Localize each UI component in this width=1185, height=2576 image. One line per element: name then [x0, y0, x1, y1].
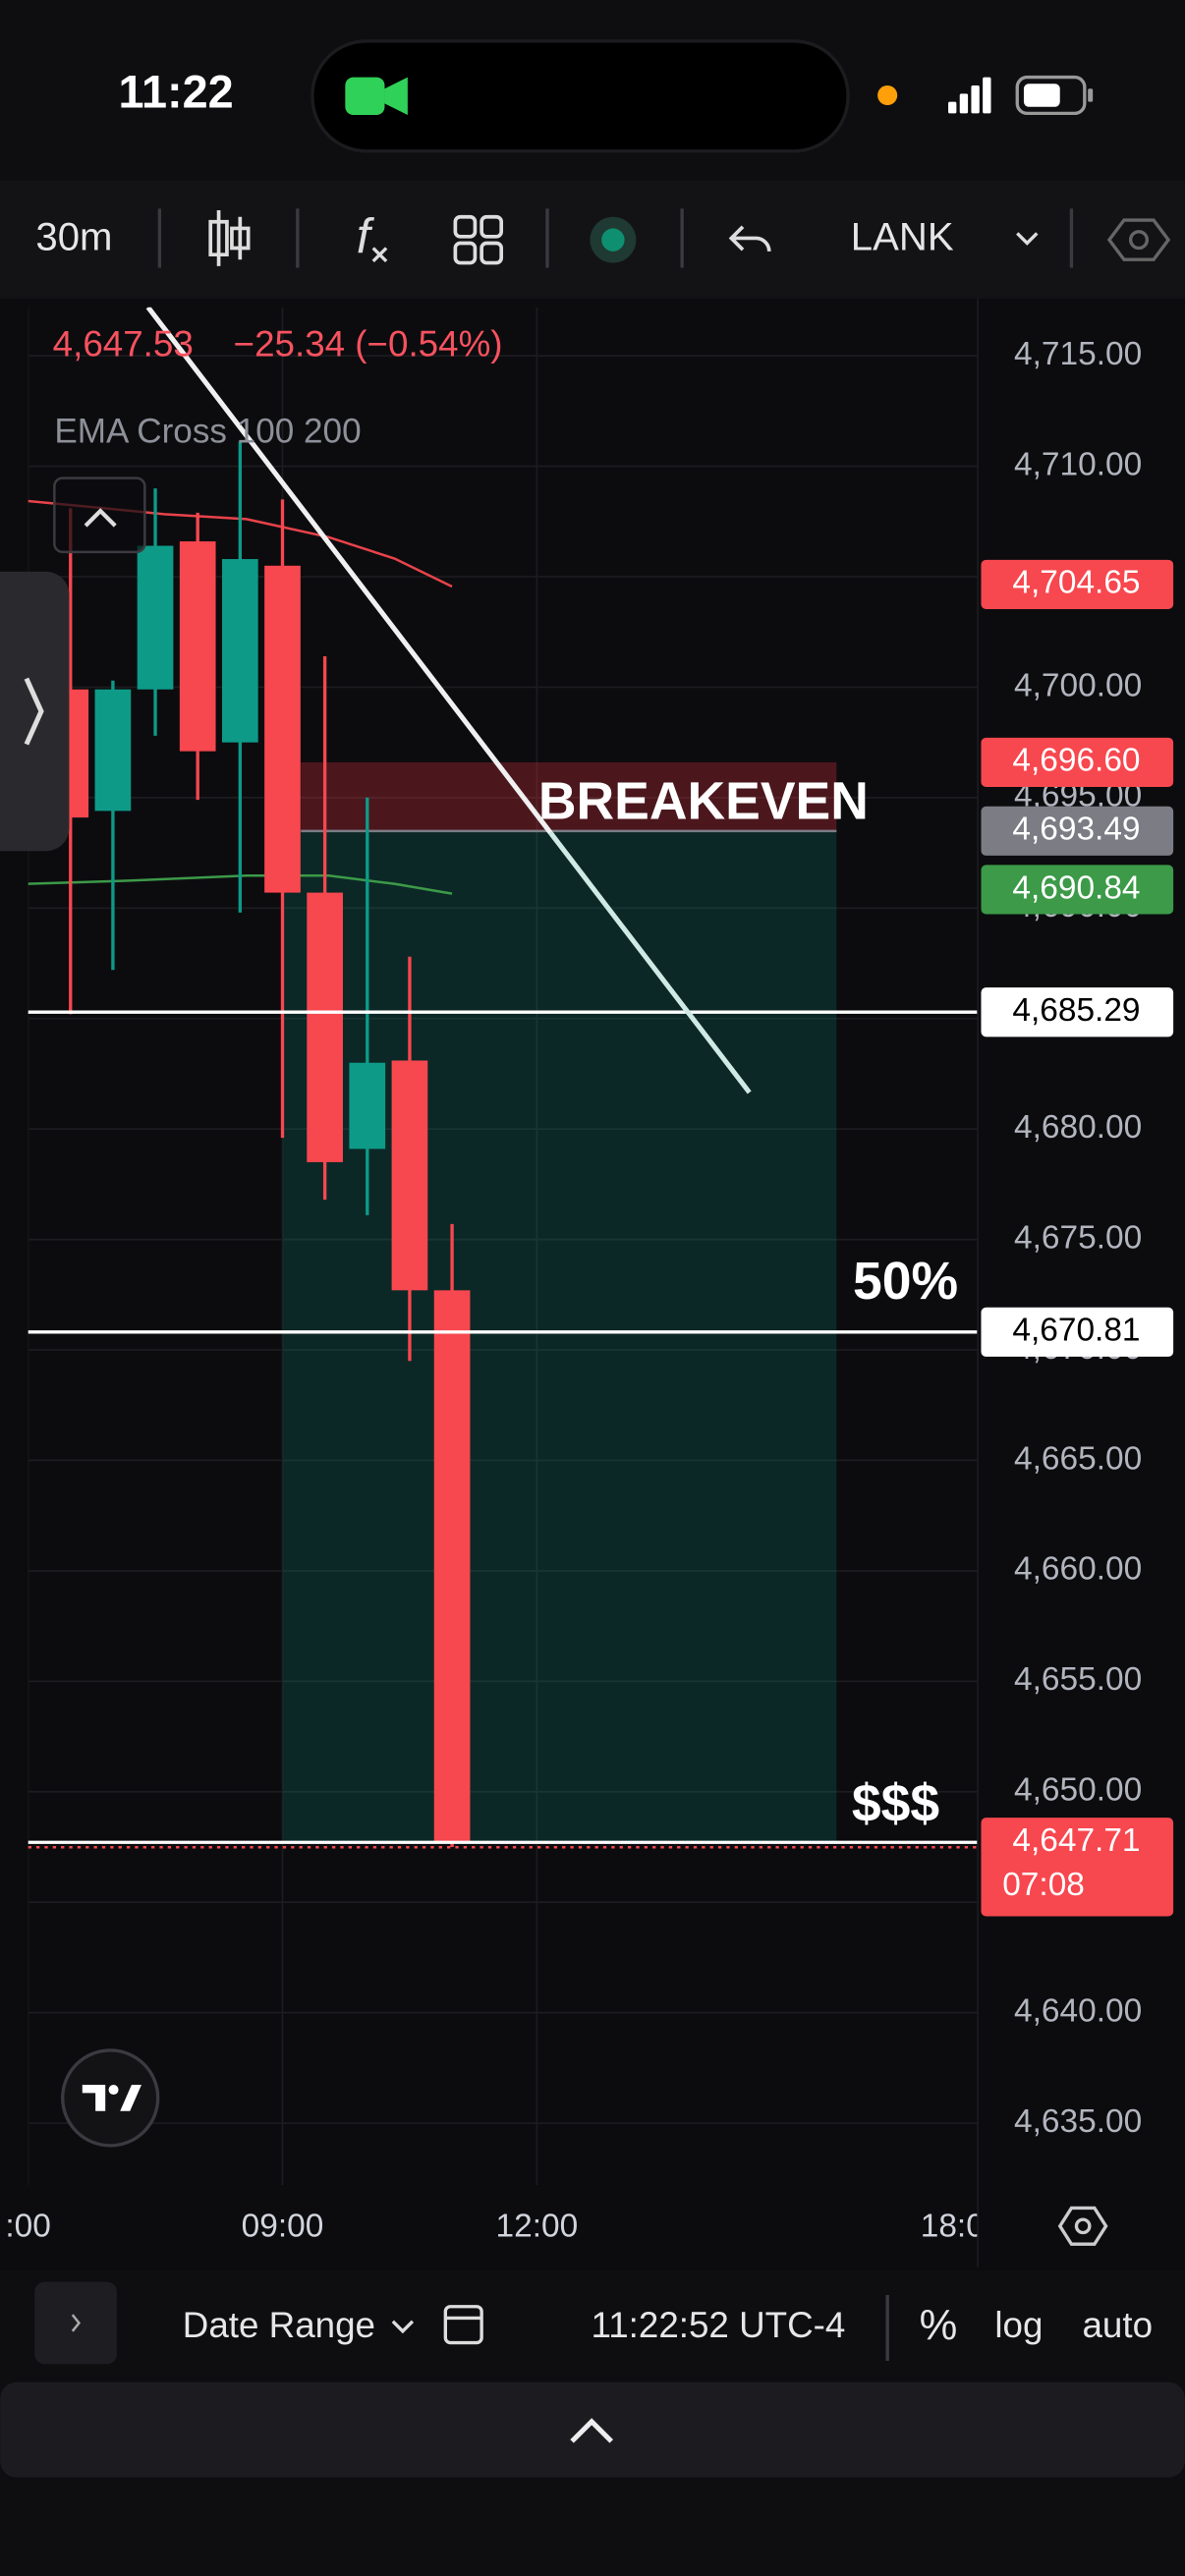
price-label[interactable]: 4,670.81: [1012, 1313, 1140, 1349]
layout-icon[interactable]: [453, 241, 478, 265]
signal-bar: [971, 84, 980, 114]
signal-bar: [948, 101, 957, 114]
session-clock: 11:22:52 UTC-4: [591, 2305, 845, 2345]
symbol-dropdown[interactable]: [1016, 232, 1039, 246]
trendline: [548, 831, 752, 1094]
price-label-box[interactable]: [981, 806, 1174, 856]
axis-settings-icon[interactable]: [1074, 2217, 1092, 2235]
price-label-box[interactable]: [981, 737, 1174, 787]
replay-icon-dot[interactable]: [601, 228, 625, 252]
log-toggle[interactable]: log: [994, 2305, 1043, 2345]
y-tick-label: 4,660.00: [1014, 1551, 1142, 1588]
x-tick-label: 09:00: [242, 2208, 324, 2244]
side-tab-icon[interactable]: [24, 677, 44, 746]
y-tick-label: 4,710.00: [1014, 446, 1142, 482]
y-tick-label: 4,635.00: [1014, 2103, 1142, 2140]
signal-bar: [959, 93, 969, 114]
bottom-panel[interactable]: [0, 2381, 1185, 2478]
candle-body: [94, 689, 132, 812]
candle-body: [137, 545, 174, 690]
chart-type-icon[interactable]: [208, 210, 251, 266]
bar-countdown[interactable]: 07:08: [1002, 1867, 1085, 1903]
axis-settings-icon[interactable]: [1057, 2206, 1108, 2246]
y-tick-label: 4,700.00: [1014, 667, 1142, 703]
indicators-icon-x[interactable]: [371, 247, 388, 263]
annotation: 50%: [853, 1253, 958, 1311]
target-zone: [282, 830, 837, 1843]
y-tick-label: 4,675.00: [1014, 1219, 1142, 1256]
price-label[interactable]: 4,647.71: [1012, 1822, 1140, 1859]
candle-body: [179, 541, 216, 752]
quote-price: 4,647.53: [53, 324, 194, 364]
y-tick-label: 4,650.00: [1014, 1772, 1142, 1809]
candle-body: [433, 1290, 471, 1843]
settings-icon[interactable]: [1106, 218, 1171, 261]
y-tick-label: 4,680.00: [1014, 1109, 1142, 1146]
price-label-box[interactable]: [981, 1818, 1174, 1917]
x-tick-label: 12:00: [496, 2208, 579, 2244]
calendar-icon[interactable]: [443, 2305, 483, 2345]
battery: [1015, 75, 1087, 116]
price-label-box[interactable]: [981, 559, 1174, 609]
price-label[interactable]: 4,693.49: [1012, 812, 1140, 848]
symbol-button[interactable]: LANK: [851, 215, 954, 259]
percent-toggle[interactable]: %: [920, 2302, 958, 2349]
collapse-legend[interactable]: [53, 476, 146, 554]
y-tick-label: 4,655.00: [1014, 1661, 1142, 1698]
camera-icon: [345, 77, 385, 116]
stop-zone: [301, 761, 837, 831]
signal-bar: [983, 77, 991, 114]
annotation: $$$: [852, 1775, 939, 1833]
interval-button[interactable]: 30m: [35, 215, 112, 259]
mic-indicator: [877, 84, 898, 106]
expand-button[interactable]: [34, 2281, 117, 2365]
camera-icon: [384, 77, 408, 116]
price-label-box[interactable]: [981, 987, 1174, 1037]
tradingview-logo-dot[interactable]: [108, 2085, 119, 2096]
expand-icon[interactable]: [71, 2314, 82, 2332]
date-range-dropdown[interactable]: [391, 2320, 415, 2334]
candle-body: [222, 559, 258, 743]
quote-change: −25.34 (−0.54%): [234, 324, 503, 364]
price-label[interactable]: 4,685.29: [1012, 992, 1140, 1029]
price-label[interactable]: 4,704.65: [1012, 565, 1140, 601]
plot: [28, 307, 979, 2186]
price-label-box[interactable]: [981, 865, 1174, 915]
candle-body: [349, 1062, 386, 1149]
layout-icon[interactable]: [453, 214, 478, 239]
layout-icon[interactable]: [480, 214, 504, 239]
x-tick-label: :00: [5, 2208, 50, 2244]
x-tick-label: 18:0: [921, 2208, 985, 2244]
indicator-name: EMA Cross 100 200: [54, 413, 361, 451]
side-tab[interactable]: [0, 571, 70, 852]
clock-time: 11:22: [119, 66, 234, 117]
battery-level: [1023, 84, 1060, 107]
candle-body: [391, 1060, 428, 1291]
undo-icon[interactable]: [728, 225, 771, 252]
candle-body: [307, 892, 343, 1162]
trendline: [145, 307, 553, 835]
date-range-button[interactable]: Date Range: [183, 2305, 375, 2345]
bottom-panel-handle[interactable]: [570, 2418, 614, 2443]
y-tick-label: 4,665.00: [1014, 1440, 1142, 1477]
candle-body: [264, 565, 301, 893]
price-label[interactable]: 4,696.60: [1012, 743, 1140, 779]
y-tick-label: 4,715.00: [1014, 336, 1142, 372]
auto-toggle[interactable]: auto: [1082, 2305, 1153, 2345]
dynamic-island: [310, 39, 850, 153]
tradingview-logo[interactable]: [61, 2048, 160, 2148]
layout-icon[interactable]: [480, 241, 504, 265]
battery-cap: [1088, 88, 1094, 102]
x-axis-labels: :00 09:00 12:00 18:0: [5, 2208, 985, 2244]
tradingview-logo-mark[interactable]: [82, 2085, 141, 2111]
price-label-box[interactable]: [981, 1307, 1174, 1357]
price-label[interactable]: 4,690.84: [1012, 869, 1140, 906]
annotation: BREAKEVEN: [538, 773, 869, 831]
settings-icon[interactable]: [1128, 230, 1150, 251]
y-tick-label: 4,640.00: [1014, 1992, 1142, 2029]
collapse-legend-icon[interactable]: [84, 508, 117, 528]
